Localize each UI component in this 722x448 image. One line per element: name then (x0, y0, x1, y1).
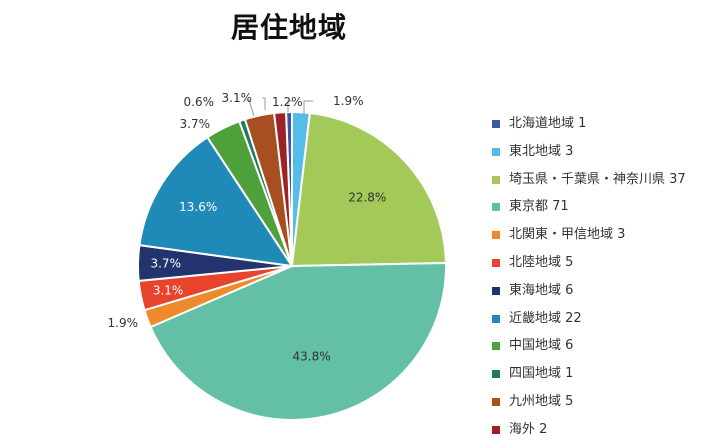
legend-swatch (492, 342, 500, 351)
legend: 北海道地域 1 東北地域 3 埼玉県・千葉県・神奈川県 37 東京都 71 北関東・甲信… (492, 114, 720, 448)
legend-label: 東海地域 6 (509, 282, 574, 298)
legend-swatch (492, 425, 500, 434)
legend-label: 埼玉県・千葉県・神奈川県 37 (509, 171, 686, 187)
pie-slice (290, 111, 447, 268)
legend-swatch (492, 314, 500, 323)
legend-item: 北関東・甲信地域 3 (492, 225, 720, 253)
legend-swatch (492, 231, 500, 240)
data-label: 1.9% (333, 94, 364, 108)
data-label: 1.2% (272, 95, 303, 109)
legend-label: 北海道地域 1 (509, 116, 587, 131)
data-label: 13.6% (179, 200, 217, 214)
data-label: 0.6% (184, 95, 215, 109)
legend-swatch (492, 120, 500, 128)
legend-item: 東京都 71 (492, 197, 720, 225)
data-label: 43.8% (292, 349, 330, 363)
pie-slice (149, 261, 447, 421)
legend-item: 中国地域 6 (492, 336, 720, 364)
legend-swatch (492, 175, 500, 184)
pie-chart: 1.9% 22.8% 43.8% 1.9% 3.1% 3.7% 13.6% 3.7% 0.6% 3… (108, 91, 447, 421)
legend-label: 近畿地域 22 (509, 310, 582, 326)
data-label: 3.1% (222, 91, 253, 105)
data-label: 3.1% (153, 283, 184, 297)
data-label: 1.9% (108, 316, 139, 330)
pie-slice (273, 111, 293, 267)
legend-item: 四国地域 1 (492, 364, 720, 392)
leader-line (262, 97, 266, 110)
legend-swatch (492, 286, 500, 295)
data-label: 3.7% (180, 117, 211, 131)
legend-label: 北陸地域 5 (509, 254, 574, 270)
leader-line (303, 100, 313, 116)
legend-swatch (492, 397, 500, 406)
legend-label: 東京都 71 (509, 199, 569, 215)
legend-item: 九州地域 5 (492, 392, 720, 420)
legend-swatch (492, 370, 500, 379)
legend-item: 東北地域 3 (492, 142, 720, 170)
pie-slice (138, 135, 295, 268)
legend-label: 海外 2 (509, 421, 548, 437)
legend-item: 北陸地域 5 (492, 253, 720, 281)
legend-label: 中国地域 6 (509, 338, 574, 354)
legend-swatch (492, 203, 500, 212)
legend-label: 四国地域 1 (509, 366, 574, 382)
legend-item: 北海道地域 1 (492, 114, 720, 142)
data-label: 22.8% (348, 191, 386, 205)
legend-item: 埼玉県・千葉県・神奈川県 37 (492, 170, 720, 198)
legend-label: 九州地域 5 (509, 393, 574, 409)
legend-swatch (492, 147, 500, 156)
legend-item: 東海地域 6 (492, 281, 720, 309)
legend-item: 近畿地域 22 (492, 309, 720, 337)
leader-line (287, 100, 292, 112)
leader-line (246, 99, 255, 117)
chart-title: 居住地域 (230, 11, 347, 44)
legend-label: 東北地域 3 (509, 143, 574, 159)
data-label: 3.7% (150, 257, 181, 271)
legend-item: 海外 2 (492, 420, 720, 448)
legend-swatch (492, 258, 500, 267)
legend-label: 北関東・甲信地域 3 (509, 227, 626, 243)
